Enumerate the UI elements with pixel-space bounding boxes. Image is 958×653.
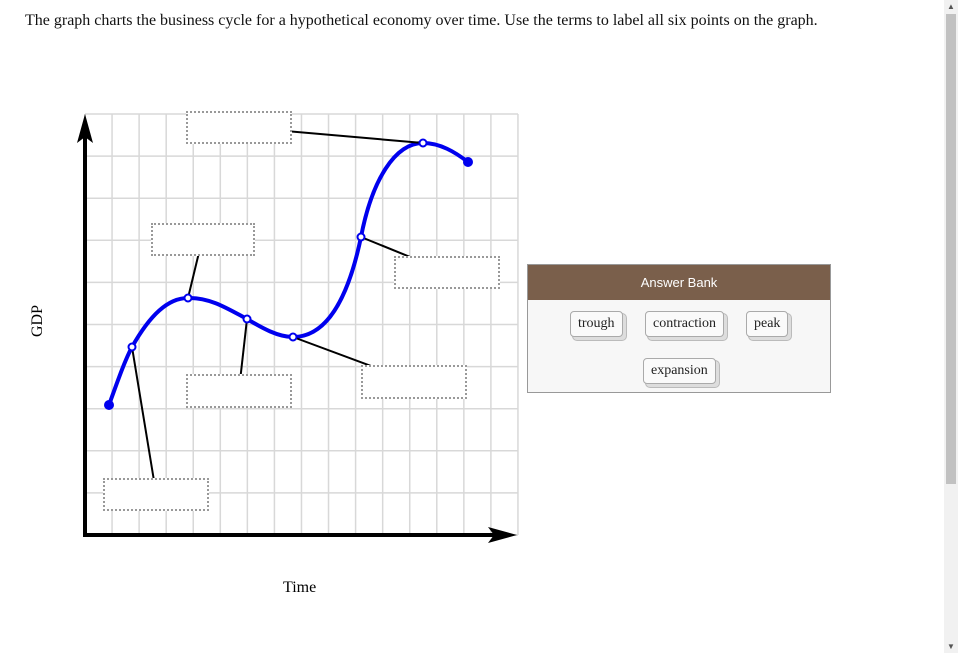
point-3 xyxy=(242,314,252,324)
x-axis-arrow-icon xyxy=(488,527,517,543)
term-contraction[interactable]: contraction xyxy=(645,311,724,337)
axes xyxy=(77,114,517,543)
x-axis-label: Time xyxy=(283,579,317,596)
term-peak[interactable]: peak xyxy=(746,311,789,337)
drop-zone-trough[interactable] xyxy=(361,365,467,399)
instruction-text: The graph charts the business cycle for … xyxy=(25,12,818,29)
point-6 xyxy=(418,138,428,148)
scroll-down-icon[interactable]: ▼ xyxy=(947,642,955,651)
y-axis-arrow-icon xyxy=(77,114,93,143)
point-2 xyxy=(183,293,193,303)
drop-zone-second-expansion[interactable] xyxy=(394,256,500,289)
scrollbar[interactable]: ▲ ▼ xyxy=(944,0,958,653)
business-cycle-curve xyxy=(107,140,470,406)
curve-start-point xyxy=(104,400,114,410)
leader-line xyxy=(131,346,157,494)
answer-bank-title: Answer Bank xyxy=(528,265,830,300)
term-trough[interactable]: trough xyxy=(570,311,623,337)
curve-end-point xyxy=(463,157,473,167)
scroll-up-icon[interactable]: ▲ xyxy=(947,2,955,11)
point-4 xyxy=(288,332,298,342)
answer-bank: Answer Bank trough contraction peak expa… xyxy=(527,264,831,393)
point-1 xyxy=(127,342,137,352)
drop-zone-first-peak[interactable] xyxy=(151,223,255,256)
grid xyxy=(84,113,519,536)
scrollbar-thumb[interactable] xyxy=(946,14,956,484)
y-axis-label: GDP xyxy=(29,304,47,338)
term-expansion[interactable]: expansion xyxy=(643,358,716,384)
drop-zone-contraction[interactable] xyxy=(186,374,292,408)
leader-lines xyxy=(131,126,448,494)
drop-zone-first-expansion[interactable] xyxy=(103,478,209,511)
drop-zone-peak-top[interactable] xyxy=(186,111,292,144)
point-5 xyxy=(356,232,366,242)
